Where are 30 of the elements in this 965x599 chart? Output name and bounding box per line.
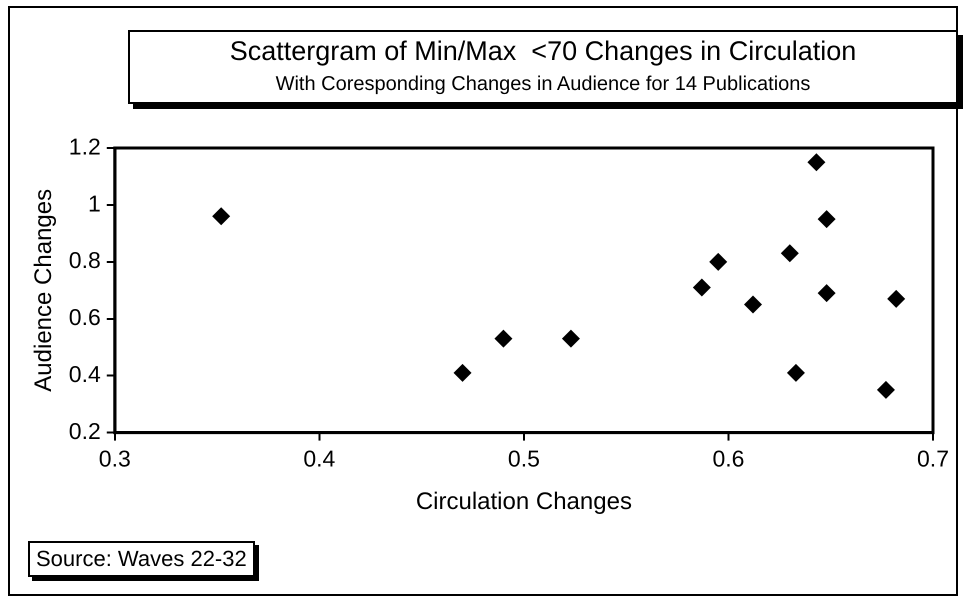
point — [818, 284, 836, 302]
y-tick-label: 0.6 — [68, 304, 101, 330]
point — [887, 290, 906, 308]
point — [212, 207, 230, 226]
point — [744, 296, 762, 314]
y-tick-label: 0.2 — [68, 418, 101, 444]
x-tick-label: 0.3 — [98, 446, 131, 472]
point — [876, 380, 895, 399]
chart-title: Scattergram of Min/Max <70 Changes in Circulation — [228, 36, 858, 67]
point — [494, 330, 512, 348]
y-tick-label: 0.4 — [68, 361, 101, 388]
point — [562, 330, 580, 348]
x-tick-label: 0.7 — [917, 446, 949, 472]
point — [807, 153, 826, 172]
chart-subtitle: With Coresponding Changes in Audience for 14 Publications — [274, 73, 812, 96]
x-axis-title: Circulation Changes — [416, 488, 632, 516]
x-tick-label: 0.5 — [508, 446, 540, 472]
point — [454, 364, 472, 382]
y-tick-label: 0.8 — [68, 247, 101, 274]
y-axis-title: Audience Changes — [30, 188, 58, 392]
point — [818, 210, 836, 228]
point — [692, 278, 711, 296]
y-tick-label: 1.2 — [68, 133, 101, 160]
y-tick-label: 1 — [88, 190, 101, 216]
x-tick-label: 0.6 — [712, 446, 744, 472]
point — [709, 252, 728, 271]
point — [786, 364, 805, 382]
point — [780, 244, 799, 262]
source-note: Source: Waves 22-32 — [28, 541, 255, 577]
x-tick-label: 0.4 — [303, 446, 336, 472]
